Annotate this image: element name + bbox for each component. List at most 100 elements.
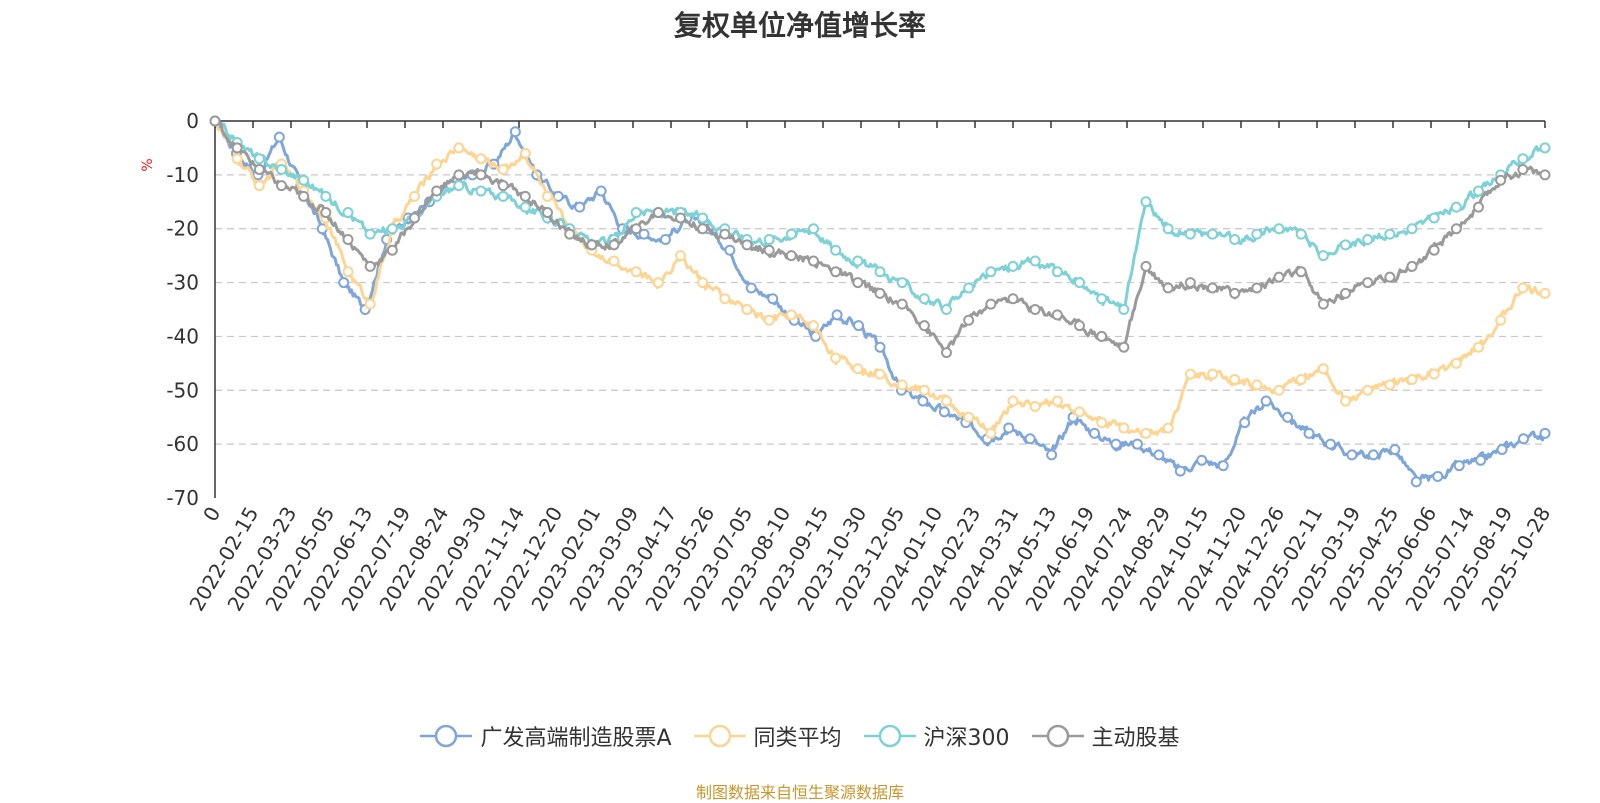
data-point: [853, 320, 865, 332]
data-point: [1340, 395, 1351, 407]
data-point: [808, 223, 819, 235]
data-point: [808, 320, 819, 332]
data-point: [1153, 449, 1165, 461]
data-point: [1184, 228, 1196, 240]
data-point: [1295, 374, 1307, 386]
data-point: [453, 169, 465, 181]
legend-item[interactable]: 同类平均: [693, 720, 842, 752]
data-point: [542, 190, 553, 202]
data-point: [1074, 320, 1085, 332]
data-point: [1282, 411, 1294, 423]
data-point: [542, 207, 553, 219]
data-point: [209, 115, 221, 127]
data-point: [364, 260, 376, 272]
data-point: [697, 223, 709, 235]
legend-label: 广发高端制造股票A: [480, 726, 672, 751]
data-point: [1007, 293, 1019, 305]
legend-marker-icon: [1031, 724, 1084, 748]
legend-circle: [435, 724, 458, 748]
data-point: [1406, 223, 1418, 235]
data-point: [745, 282, 757, 294]
legend-circle: [1046, 724, 1069, 748]
series-layer: [209, 115, 1551, 488]
data-point: [763, 244, 775, 256]
data-point: [574, 201, 586, 213]
data-point: [941, 347, 952, 359]
data-point: [630, 223, 642, 235]
data-point: [630, 207, 642, 219]
y-tick-label: -30: [166, 271, 199, 295]
y-tick-label: -10: [166, 163, 199, 187]
data-point: [586, 239, 598, 251]
data-point: [608, 239, 620, 251]
data-point: [918, 293, 930, 305]
data-point: [1517, 282, 1529, 294]
data-point: [1074, 406, 1085, 418]
legend-marker-icon: [420, 724, 473, 748]
chart-title: 复权单位净值增长率: [673, 9, 926, 42]
data-point: [1340, 287, 1351, 299]
data-point: [1251, 282, 1263, 294]
data-point: [453, 180, 465, 192]
data-point: [1029, 400, 1041, 412]
data-point: [1473, 341, 1484, 353]
series-line: [213, 120, 1545, 439]
data-point: [1174, 465, 1186, 477]
series-line: [213, 120, 1546, 355]
data-point: [1207, 282, 1218, 294]
data-point: [338, 277, 350, 289]
data-point: [1007, 260, 1019, 272]
data-point: [552, 190, 564, 202]
data-point: [1118, 304, 1130, 315]
data-point: [1051, 266, 1063, 278]
data-point: [409, 212, 420, 224]
data-point: [519, 190, 531, 202]
legend-item[interactable]: 广发高端制造股票A: [420, 720, 672, 752]
data-point: [231, 153, 243, 165]
data-point: [938, 406, 950, 418]
data-point: [1495, 314, 1507, 326]
legend-circle: [708, 724, 731, 748]
data-point: [475, 185, 487, 197]
y-tick-label: -50: [166, 378, 199, 402]
data-point: [1539, 169, 1551, 181]
data-point: [386, 244, 398, 256]
data-point: [630, 266, 642, 278]
data-point: [1251, 379, 1263, 391]
data-point: [342, 233, 354, 245]
y-tick-label: 0: [186, 109, 199, 133]
data-point: [1096, 417, 1108, 429]
data-point: [1317, 250, 1329, 262]
data-point: [1162, 422, 1174, 434]
data-point: [1051, 395, 1063, 407]
data-point: [1029, 304, 1041, 315]
data-point: [1346, 449, 1358, 461]
legend-item[interactable]: 沪深300: [863, 720, 1010, 752]
data-point: [1295, 266, 1307, 278]
data-point: [1229, 374, 1241, 386]
data-point: [1453, 460, 1465, 472]
data-point: [963, 411, 975, 423]
data-point: [874, 368, 886, 380]
data-point: [697, 277, 709, 289]
data-point: [830, 266, 842, 278]
data-point: [719, 293, 731, 305]
data-point: [896, 298, 908, 310]
data-point: [785, 250, 797, 262]
data-point: [1096, 293, 1108, 305]
data-point: [659, 233, 671, 245]
data-point: [1475, 454, 1487, 466]
data-point: [785, 228, 797, 240]
data-point: [963, 282, 975, 294]
data-point: [1029, 255, 1041, 267]
legend: 广发高端制造股票A 同类平均 沪深300 主动股基: [0, 720, 1600, 752]
data-point: [1007, 395, 1019, 407]
source-note: 制图数据来自恒生聚源数据库: [695, 783, 904, 802]
data-point: [1340, 239, 1351, 251]
legend-item[interactable]: 主动股基: [1031, 720, 1180, 752]
data-point: [1046, 449, 1058, 461]
data-point: [298, 190, 310, 202]
data-point: [1051, 309, 1063, 321]
data-point: [767, 293, 779, 305]
data-point: [1406, 374, 1418, 386]
